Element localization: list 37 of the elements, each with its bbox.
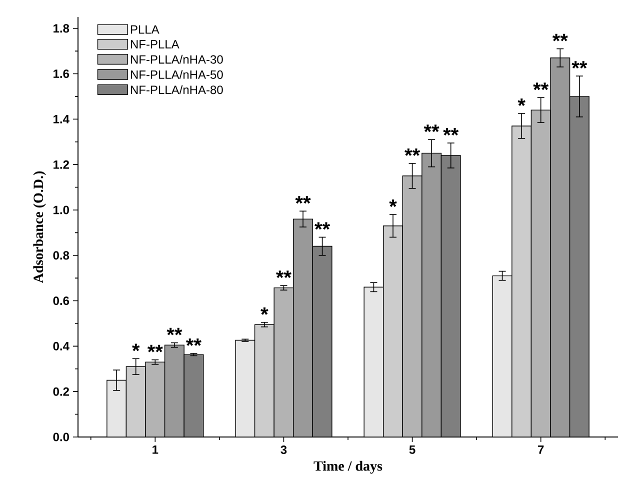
annotation: ** (166, 328, 182, 336)
annotation: * (389, 200, 397, 207)
annotation: ** (276, 270, 292, 278)
annotation: ** (295, 196, 311, 204)
y-tick-label: 1.8 (54, 24, 70, 33)
legend-label: NF-PLLA/nHA-30 (130, 54, 223, 64)
legend-label: PLLA (130, 25, 160, 34)
x-axis-title: Time / days (314, 460, 382, 474)
y-tick-label: 0.4 (53, 342, 70, 350)
y-tick-label: 0.0 (53, 432, 69, 442)
legend-label: NF-PLLA/nHA-80 (130, 85, 223, 94)
annotation: ** (572, 61, 588, 68)
annotation: ** (314, 222, 330, 230)
y-tick-label: 1.2 (54, 160, 69, 169)
annotation: ** (186, 338, 202, 346)
x-tick-label: 5 (409, 446, 416, 454)
annotation: ** (533, 82, 549, 90)
x-tick-label: 3 (280, 446, 287, 454)
x-tick-label: 7 (538, 446, 544, 454)
annotation: * (260, 307, 268, 315)
annotation: ** (404, 148, 420, 156)
annotation: ** (552, 34, 568, 42)
y-tick-label: 0.8 (53, 251, 70, 260)
y-tick-label: 0.2 (53, 387, 69, 396)
annotation: * (132, 344, 140, 352)
y-tick-label: 0.6 (53, 296, 70, 306)
y-tick-label: 1.6 (54, 70, 70, 78)
y-axis-title: Adsorbance (O.D.) (33, 171, 46, 284)
annotation: ** (443, 128, 459, 136)
annotation: * (518, 98, 526, 106)
legend-label: NF-PLLA/nHA-50 (130, 70, 223, 79)
y-tick-label: 1.4 (54, 115, 70, 124)
annotation: ** (424, 124, 440, 132)
x-tick-label: 1 (152, 446, 158, 454)
legend-label: NF-PLLA (130, 40, 180, 48)
y-tick-label: 1.0 (54, 206, 69, 214)
annotation: ** (147, 344, 163, 352)
